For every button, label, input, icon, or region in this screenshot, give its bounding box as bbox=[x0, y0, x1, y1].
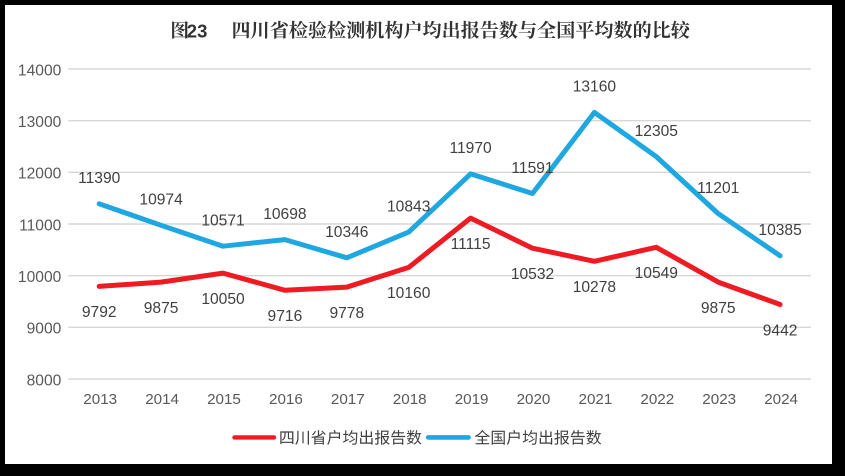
svg-text:11000: 11000 bbox=[19, 217, 62, 234]
svg-text:9875: 9875 bbox=[144, 300, 179, 317]
svg-text:10278: 10278 bbox=[573, 279, 616, 296]
svg-text:10532: 10532 bbox=[511, 266, 554, 283]
svg-text:9778: 9778 bbox=[329, 305, 364, 322]
svg-text:2015: 2015 bbox=[207, 391, 241, 408]
svg-text:10974: 10974 bbox=[139, 192, 183, 209]
svg-text:2016: 2016 bbox=[269, 391, 303, 408]
svg-text:10549: 10549 bbox=[635, 265, 678, 282]
svg-text:2020: 2020 bbox=[517, 391, 551, 408]
svg-text:10346: 10346 bbox=[325, 224, 368, 241]
svg-text:2021: 2021 bbox=[579, 391, 613, 408]
svg-text:2024: 2024 bbox=[764, 391, 798, 408]
svg-text:12000: 12000 bbox=[18, 166, 62, 183]
svg-text:9716: 9716 bbox=[268, 308, 303, 325]
svg-text:10698: 10698 bbox=[263, 206, 306, 223]
svg-text:9875: 9875 bbox=[701, 300, 736, 317]
svg-text:10385: 10385 bbox=[758, 222, 802, 239]
svg-text:13000: 13000 bbox=[18, 114, 62, 131]
svg-text:11970: 11970 bbox=[449, 140, 492, 157]
svg-text:10843: 10843 bbox=[387, 198, 430, 215]
svg-text:11115: 11115 bbox=[451, 236, 491, 253]
svg-text:8000: 8000 bbox=[27, 372, 62, 389]
svg-text:13160: 13160 bbox=[573, 79, 617, 96]
svg-text:12305: 12305 bbox=[635, 123, 679, 140]
svg-text:10571: 10571 bbox=[201, 213, 244, 230]
svg-text:23: 23 bbox=[187, 21, 208, 42]
svg-text:9792: 9792 bbox=[82, 304, 117, 321]
svg-text:2022: 2022 bbox=[640, 391, 674, 408]
svg-text:10000: 10000 bbox=[18, 269, 62, 286]
svg-text:14000: 14000 bbox=[18, 62, 62, 79]
svg-text:11201: 11201 bbox=[697, 180, 739, 197]
svg-text:9442: 9442 bbox=[763, 322, 798, 339]
svg-text:2019: 2019 bbox=[455, 391, 489, 408]
svg-text:2018: 2018 bbox=[393, 391, 427, 408]
svg-text:9000: 9000 bbox=[27, 321, 62, 338]
svg-text:10160: 10160 bbox=[387, 285, 431, 302]
svg-text:2013: 2013 bbox=[83, 391, 117, 408]
svg-text:11591: 11591 bbox=[511, 160, 553, 177]
svg-text:11390: 11390 bbox=[78, 170, 121, 187]
svg-text:10050: 10050 bbox=[201, 291, 245, 308]
svg-text:2023: 2023 bbox=[702, 391, 736, 408]
svg-text:2017: 2017 bbox=[331, 391, 365, 408]
svg-text:2014: 2014 bbox=[145, 391, 179, 408]
